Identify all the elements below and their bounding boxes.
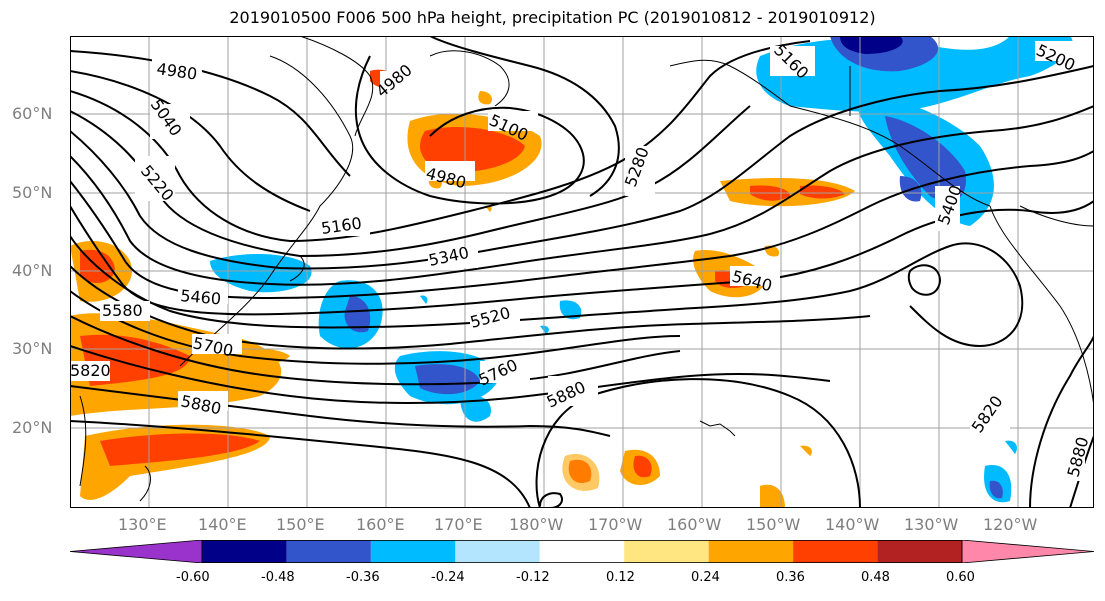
colorbar-tick: 0.36 (776, 570, 805, 585)
contour-label: 5460 (180, 286, 222, 308)
lat-label: 20°N (12, 418, 53, 437)
lon-label: 120°W (983, 515, 1038, 534)
lat-label: 60°N (12, 104, 53, 123)
lon-label: 150°E (276, 515, 325, 534)
lon-label: 180°W (509, 515, 564, 534)
lon-label: 160°E (356, 515, 405, 534)
colorbar-swatch (70, 540, 203, 563)
colorbar-swatch (539, 540, 625, 563)
lon-label: 140°W (825, 515, 880, 534)
lon-label: 170°W (588, 515, 643, 534)
height-contours (70, 36, 1094, 508)
colorbar-swatch (961, 540, 1094, 563)
map-gridlines (70, 36, 1094, 508)
colorbar-swatch (624, 540, 709, 563)
colorbar-tick: 0.60 (946, 570, 975, 585)
colorbar-swatches (70, 540, 1094, 563)
colorbar (70, 540, 1094, 563)
colorbar-swatch (202, 540, 287, 563)
coastlines (79, 36, 1094, 502)
colorbar-tick: 0.48 (861, 570, 890, 585)
lat-label: 30°N (12, 339, 53, 358)
colorbar-tick: -0.24 (431, 570, 465, 585)
lon-label: 160°W (667, 515, 722, 534)
map-frame (70, 36, 1094, 508)
lon-label: 130°W (904, 515, 959, 534)
lon-label: 140°E (198, 515, 247, 534)
colorbar-tick: 0.12 (606, 570, 635, 585)
contour-label: 5580 (102, 301, 143, 320)
colorbar-swatch (793, 540, 878, 563)
colorbar-outline (201, 540, 963, 563)
map-canvas[interactable]: 4980 4980 4980 5040 5100 5160 5160 5200 … (70, 36, 1094, 508)
map-panel[interactable]: 4980 4980 4980 5040 5100 5160 5160 5200 … (70, 36, 1094, 508)
contour-label: 5820 (70, 361, 111, 380)
lat-label: 40°N (12, 261, 53, 280)
colorbar-swatch (708, 540, 794, 563)
colorbar-tick: -0.60 (176, 570, 210, 585)
colorbar-swatch (455, 540, 540, 563)
colorbar-tick: 0.24 (691, 570, 720, 585)
colorbar-tick: -0.12 (516, 570, 550, 585)
colorbar-swatch (370, 540, 456, 563)
colorbar-tick: -0.36 (346, 570, 380, 585)
colorbar-swatch (286, 540, 371, 563)
map-title: 2019010500 F006 500 hPa height, precipit… (229, 8, 876, 27)
lon-label: 150°W (746, 515, 801, 534)
colorbar-tick: -0.48 (261, 570, 295, 585)
lat-label: 50°N (12, 183, 53, 202)
colorbar-swatch (877, 540, 962, 563)
lon-label: 170°E (434, 515, 483, 534)
lon-label: 130°E (118, 515, 167, 534)
